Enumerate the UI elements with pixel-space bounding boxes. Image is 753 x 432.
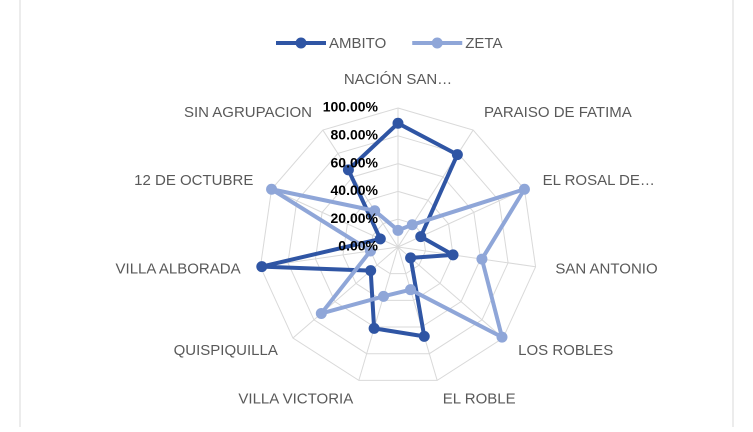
data-point: [342, 164, 354, 176]
data-point: [368, 322, 380, 334]
tick-label: 80.00%: [331, 127, 379, 143]
data-point: [496, 331, 508, 343]
category-label: LOS ROBLES: [518, 342, 613, 359]
grid-ring: [259, 107, 537, 381]
data-point: [405, 252, 417, 264]
spoke: [322, 129, 399, 248]
data-point: [369, 205, 381, 217]
legend-label: AMBITO: [329, 35, 386, 52]
category-label: VILLA ALBORADA: [116, 261, 241, 278]
data-point: [415, 231, 427, 243]
spoke: [397, 246, 504, 339]
spoke: [292, 246, 399, 339]
category-label: NACIÓN SAN…: [344, 71, 452, 88]
data-point: [476, 253, 488, 265]
data-point: [315, 307, 327, 319]
data-point: [266, 183, 278, 195]
spoke: [397, 246, 438, 381]
category-label: 12 DE OCTUBRE: [134, 172, 253, 189]
category-label: SAN ANTONIO: [555, 261, 657, 278]
data-point: [374, 233, 386, 245]
spoke: [358, 246, 399, 381]
tick-label: 100.00%: [323, 99, 379, 115]
category-label: SIN AGRUPACION: [184, 104, 312, 121]
grid-ring: [342, 190, 454, 301]
data-point: [518, 183, 530, 195]
grid-ring: [287, 135, 509, 355]
tick-label: 40.00%: [331, 182, 379, 198]
category-label: QUISPIQUILLA: [174, 342, 278, 359]
legend-marker: [431, 37, 443, 49]
category-label: EL ROBLE: [443, 391, 516, 408]
data-point: [406, 219, 418, 231]
spoke: [397, 246, 536, 268]
series-line: [259, 121, 460, 339]
data-point: [392, 224, 404, 236]
legend-label: ZETA: [465, 35, 502, 52]
data-point: [392, 117, 404, 129]
chart-frame: [19, 0, 734, 432]
data-point: [364, 245, 376, 257]
data-point: [405, 284, 417, 296]
data-point: [418, 330, 430, 342]
legend-marker: [295, 37, 307, 49]
tick-label: 20.00%: [331, 210, 379, 226]
data-point: [451, 149, 463, 161]
category-label: PARAISO DE FATIMA: [484, 104, 632, 121]
series-line: [269, 187, 527, 340]
data-point: [256, 261, 268, 273]
data-point: [447, 249, 459, 261]
category-label: VILLA VICTORIA: [238, 391, 353, 408]
tick-label: 0.00%: [338, 238, 378, 254]
category-label: EL ROSAL DE…: [543, 172, 655, 189]
tick-label: 60.00%: [331, 154, 379, 170]
data-point: [365, 265, 377, 277]
data-point: [378, 290, 390, 302]
